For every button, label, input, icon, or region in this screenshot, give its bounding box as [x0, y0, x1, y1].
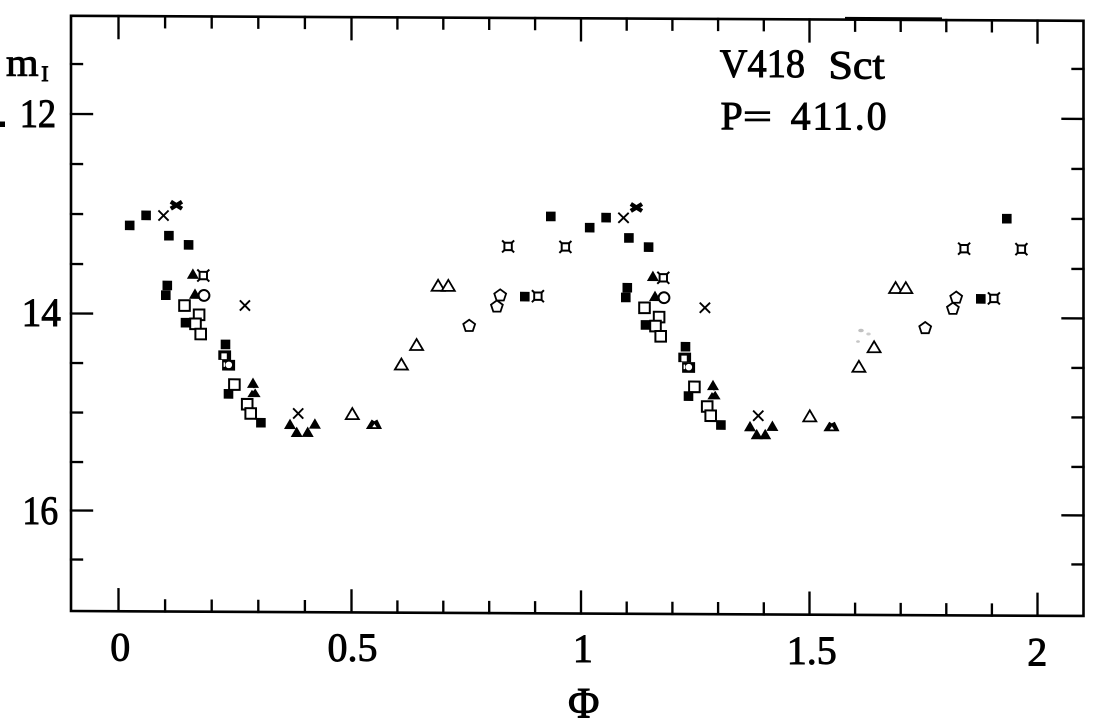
svg-text:Φ: Φ: [568, 681, 599, 722]
svg-text:16: 16: [22, 488, 58, 533]
svg-text:Sct: Sct: [828, 42, 884, 87]
svg-text:0: 0: [110, 625, 130, 670]
svg-text:I: I: [41, 61, 48, 86]
svg-text:V418: V418: [720, 41, 805, 86]
svg-text:411.0: 411.0: [791, 93, 887, 138]
svg-text:1: 1: [573, 626, 593, 671]
svg-text:1.5: 1.5: [787, 628, 837, 673]
svg-text:0.5: 0.5: [328, 625, 378, 670]
svg-text:m: m: [6, 42, 39, 85]
svg-text:2: 2: [1027, 630, 1047, 675]
svg-text:P: P: [721, 93, 743, 138]
svg-text:14: 14: [22, 290, 61, 335]
svg-text:12: 12: [20, 91, 56, 136]
